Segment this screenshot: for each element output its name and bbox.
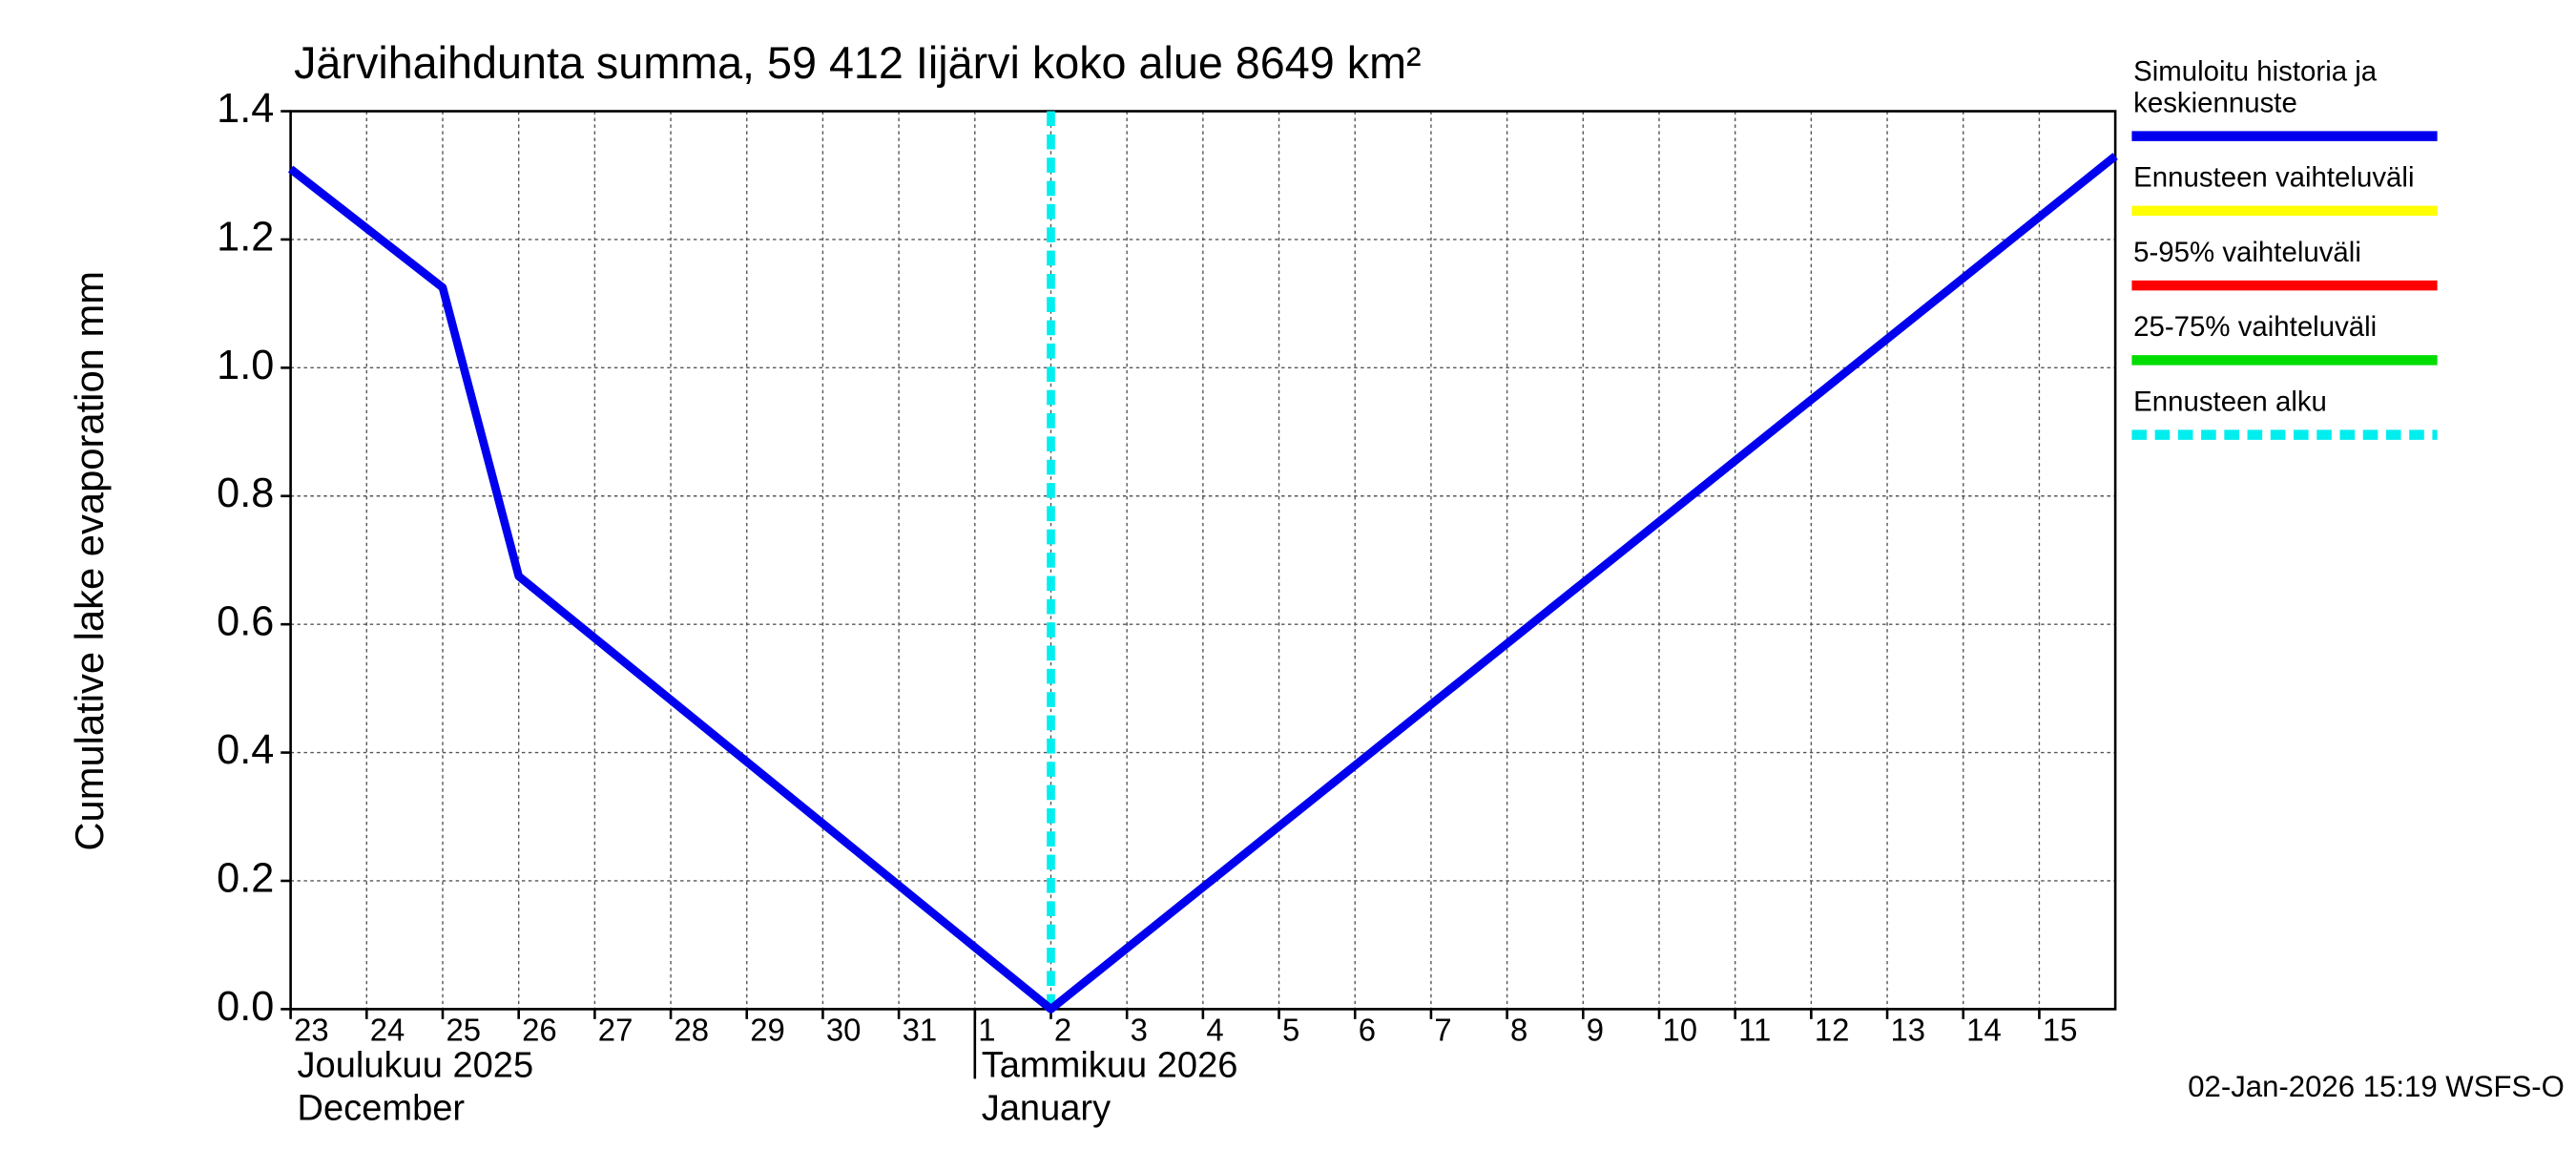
x-tick-label: 12: [1815, 1012, 1850, 1047]
x-tick-label: 7: [1434, 1012, 1451, 1047]
y-tick-label: 0.2: [217, 855, 274, 901]
legend-label: Simuloitu historia ja keskiennuste: [2133, 55, 2378, 118]
x-tick-label: 10: [1662, 1012, 1697, 1047]
month-label-en: December: [298, 1087, 466, 1128]
x-tick-label: 8: [1510, 1012, 1527, 1047]
x-tick-label: 30: [826, 1012, 862, 1047]
x-tick-label: 6: [1359, 1012, 1376, 1047]
legend-label: Ennusteen alku: [2133, 386, 2327, 417]
x-tick-label: 9: [1587, 1012, 1604, 1047]
y-tick-label: 1.2: [217, 214, 274, 260]
x-tick-label: 2: [1054, 1012, 1071, 1047]
month-label: Joulukuu 2025: [298, 1044, 534, 1085]
x-tick-label: 5: [1282, 1012, 1299, 1047]
x-tick-label: 1: [978, 1012, 995, 1047]
x-tick-label: 4: [1206, 1012, 1223, 1047]
y-tick-label: 0.4: [217, 727, 274, 773]
chart-title: Järvihaihdunta summa, 59 412 Iijärvi kok…: [294, 38, 1421, 88]
x-tick-label: 28: [675, 1012, 710, 1047]
x-tick-label: 13: [1891, 1012, 1926, 1047]
x-tick-label: 25: [446, 1012, 481, 1047]
x-tick-label: 24: [370, 1012, 405, 1047]
plot-frame: [289, 110, 2117, 1011]
month-label-en: January: [982, 1087, 1111, 1128]
y-tick-label: 1.4: [217, 86, 274, 132]
x-tick-label: 3: [1131, 1012, 1148, 1047]
legend-label: 25-75% vaihteluväli: [2133, 311, 2377, 343]
y-axis-label: Cumulative lake evaporation mm: [67, 271, 112, 851]
x-tick-label: 29: [750, 1012, 785, 1047]
footer: 02-Jan-2026 15:19 WSFS-O: [2188, 1070, 2565, 1103]
x-tick-label: 15: [2043, 1012, 2078, 1047]
y-tick-label: 1.0: [217, 343, 274, 388]
x-tick-label: 31: [903, 1012, 938, 1047]
month-label: Tammikuu 2026: [982, 1044, 1238, 1085]
y-tick-label: 0.8: [217, 470, 274, 516]
x-tick-label: 14: [1966, 1012, 2002, 1047]
series-line: [287, 153, 2118, 1014]
y-tick-label: 0.0: [217, 984, 274, 1030]
x-tick-label: 11: [1738, 1012, 1771, 1047]
y-tick-label: 0.6: [217, 599, 274, 645]
legend-label: Ennusteen vaihteluväli: [2133, 162, 2414, 194]
legend-label: 5-95% vaihteluväli: [2133, 237, 2361, 268]
x-tick-label: 23: [294, 1012, 329, 1047]
x-tick-label: 26: [522, 1012, 557, 1047]
x-tick-label: 27: [598, 1012, 634, 1047]
